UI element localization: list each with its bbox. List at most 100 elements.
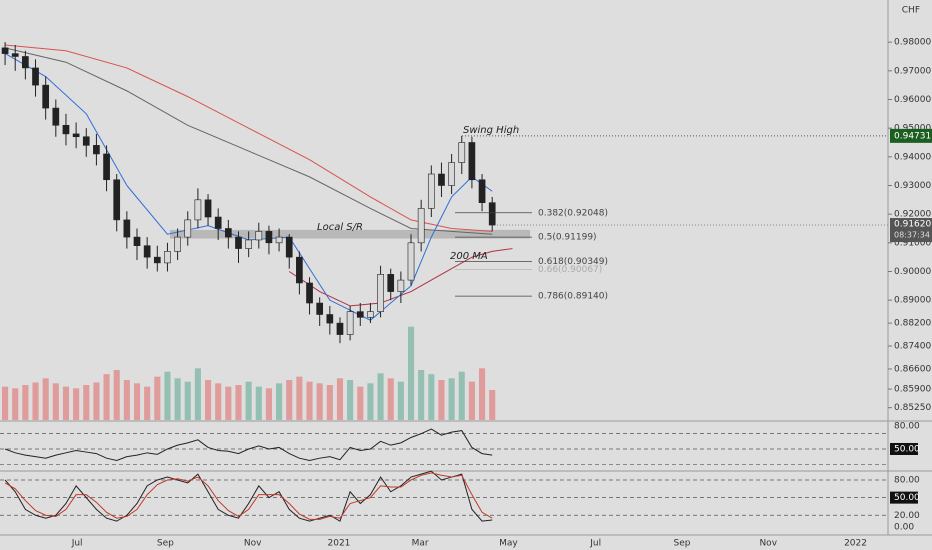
candle-body	[1, 47, 9, 54]
candle-body	[123, 219, 131, 238]
volume-bar	[306, 381, 313, 420]
candle-body	[224, 228, 232, 238]
volume-bar	[123, 380, 130, 420]
volume-bar	[174, 378, 181, 420]
volume-bar	[448, 378, 455, 420]
candle-body	[326, 314, 334, 324]
candle-body	[346, 311, 354, 335]
volume-bar	[144, 386, 151, 420]
candle-body	[42, 84, 50, 109]
candle-body	[377, 274, 384, 312]
candle-body	[367, 311, 374, 318]
volume-bar	[235, 385, 242, 420]
candle-body	[194, 199, 202, 221]
y-tick-label: 0.98000	[894, 38, 931, 48]
level-badge	[890, 491, 918, 504]
volume-bar	[387, 378, 394, 420]
volume-bar	[62, 386, 70, 420]
candle-body	[438, 173, 445, 186]
swing-high-value: 0.94731	[894, 131, 931, 141]
candle-body	[245, 239, 252, 249]
volume-bar	[479, 368, 486, 420]
oscillator-line	[4, 470, 493, 522]
swing-high-badge	[890, 128, 932, 143]
y-tick-label: 50.00	[894, 493, 920, 503]
last-price-badge	[890, 218, 932, 243]
x-tick-label: May	[499, 539, 518, 549]
candle-body	[174, 236, 181, 252]
y-tick-label: 0.96000	[894, 95, 931, 105]
volume-bar	[265, 388, 272, 420]
volume-bar	[2, 386, 9, 420]
candle-body	[448, 162, 455, 186]
candle-body	[296, 256, 303, 284]
y-tick-label: 0.85900	[894, 385, 931, 395]
volume-bar	[22, 385, 29, 420]
candle-body	[72, 133, 80, 138]
y-tick-label: 0.94000	[894, 152, 931, 162]
y-tick-label: 0.90000	[894, 267, 931, 277]
candle-body	[11, 53, 19, 57]
sr-zone	[170, 229, 530, 239]
moving-average	[5, 44, 493, 232]
y-tick-label: 0.85250	[894, 403, 931, 413]
y-tick-label: 50.00	[894, 444, 920, 454]
y-tick-label: 0.88200	[894, 319, 931, 329]
candle-body	[82, 136, 90, 146]
volume-bar	[12, 388, 19, 420]
x-tick-label: 2022	[844, 539, 867, 549]
candle-body	[265, 231, 273, 244]
volume-bar	[489, 390, 496, 420]
candle-body	[103, 153, 110, 181]
volume-bar	[255, 386, 262, 420]
volume-bar	[357, 386, 364, 420]
fib-label: 0.382(0.92048)	[538, 208, 608, 218]
volume-bar	[113, 370, 120, 420]
volume-bar	[32, 382, 39, 420]
candle-body	[407, 242, 415, 281]
volume-bar	[133, 383, 141, 420]
candle-body	[488, 202, 496, 226]
y-tick-label: 0.89000	[894, 296, 931, 306]
sr-label: Local S/R	[317, 222, 363, 233]
volume-bar	[458, 371, 465, 420]
volume-bar	[428, 374, 435, 420]
volume-bar	[245, 381, 252, 420]
candle-body	[427, 173, 435, 209]
y-tick-label: 0.00	[894, 523, 914, 533]
candle-body	[143, 245, 151, 258]
fib-label: 0.5(0.91199)	[538, 233, 597, 243]
candle-body	[32, 67, 39, 86]
candle-body	[235, 236, 242, 249]
volume-bar	[316, 383, 323, 420]
volume-bar	[93, 382, 100, 420]
x-tick-label: Jul	[71, 539, 83, 549]
y-tick-label: 0.95000	[894, 124, 931, 134]
volume-bar	[154, 376, 161, 420]
volume-bar	[83, 385, 90, 420]
volume-bar	[336, 378, 344, 420]
y-tick-label: 80.00	[894, 421, 920, 431]
candle-body	[153, 256, 161, 264]
x-tick-label: 2021	[328, 539, 351, 549]
volume-bar	[52, 383, 59, 420]
y-tick-label: 0.93000	[894, 181, 931, 191]
candle-body	[356, 311, 364, 318]
fib-label: 0.786(0.89140)	[538, 292, 608, 302]
y-tick-label: 80.00	[894, 475, 920, 485]
volume-bar	[286, 380, 293, 420]
volume-bar	[184, 381, 191, 420]
countdown: 08:37:34	[894, 231, 930, 240]
last-price-value: 0.91620	[894, 220, 931, 230]
volume-bar	[194, 368, 201, 420]
candle-body	[164, 251, 171, 264]
candle-body	[316, 302, 324, 315]
volume-bar	[42, 378, 49, 420]
moving-average	[288, 248, 513, 307]
x-tick-label: Nov	[759, 539, 777, 549]
y-tick-label: 0.87400	[894, 342, 931, 352]
candle-body	[417, 208, 425, 244]
volume-bar	[347, 380, 354, 420]
